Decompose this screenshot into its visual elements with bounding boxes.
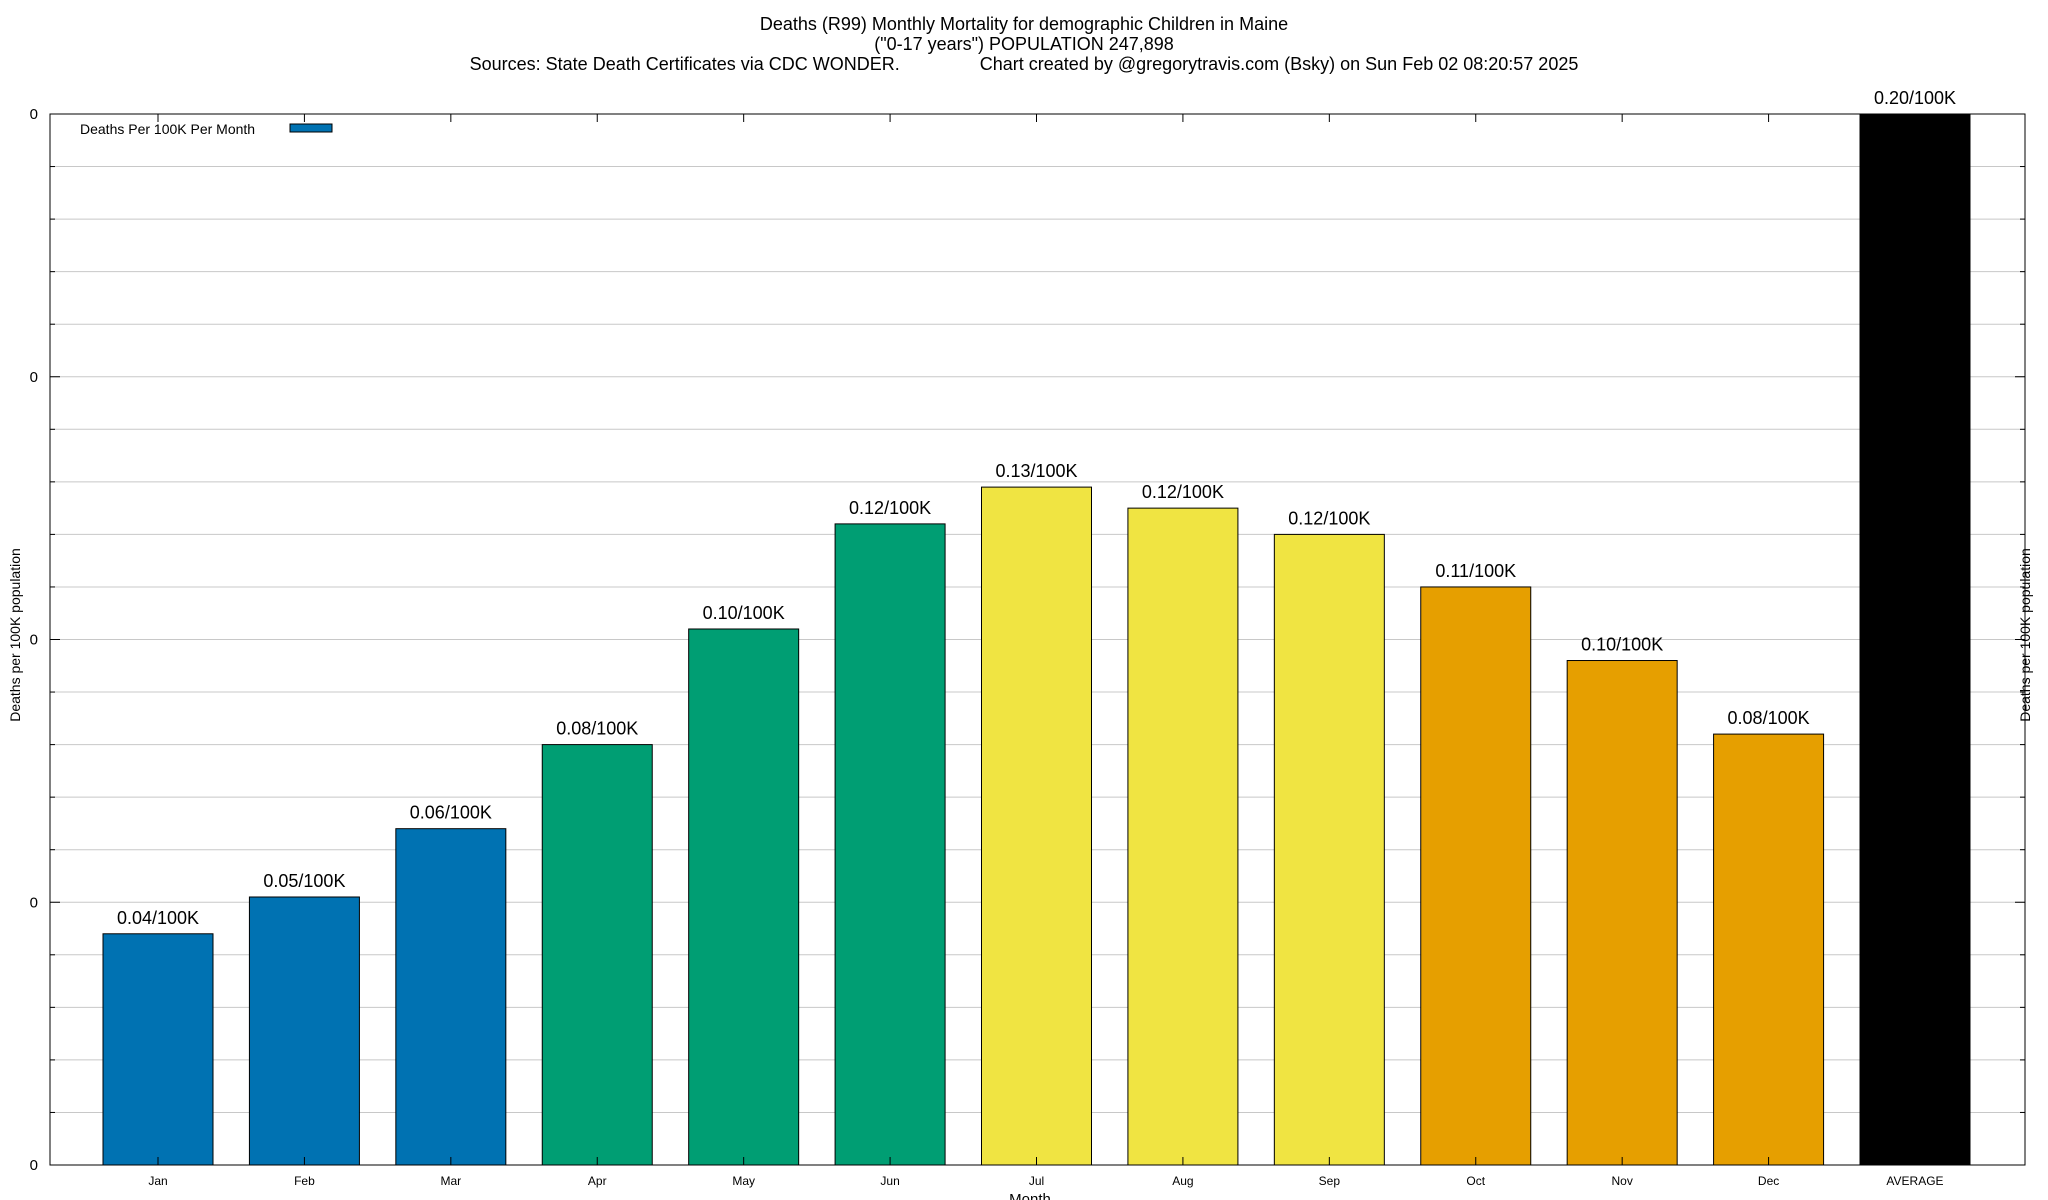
bar-apr <box>541 744 653 1166</box>
y-tick-label: 0 <box>30 1157 38 1174</box>
y-tick-label: 0 <box>30 894 38 911</box>
bar-mar <box>395 828 507 1166</box>
data-label: 0.04/100K <box>117 908 199 928</box>
bar-aug <box>1127 507 1239 1166</box>
x-tick-label: Sep <box>1319 1174 1341 1188</box>
bar-jun <box>834 523 946 1166</box>
data-label: 0.12/100K <box>1288 508 1370 528</box>
chart-title: Deaths (R99) Monthly Mortality for demog… <box>759 14 1289 34</box>
y-tick-label: 0 <box>30 632 38 649</box>
x-tick-label: Jul <box>1029 1174 1044 1188</box>
chart-sources: Sources: State Death Certificates via CD… <box>469 54 1579 74</box>
bar-may <box>688 628 800 1166</box>
data-label: 0.11/100K <box>1435 561 1516 581</box>
axes: 0 0 0 0 0 Jan Feb Mar Apr May Jun Jul Aug Sep Oct Nov De… <box>30 106 2026 1188</box>
data-label: 0.10/100K <box>1581 635 1663 655</box>
y-tick-label: 0 <box>30 106 38 123</box>
data-label: 0.08/100K <box>556 719 638 739</box>
x-tick-label: Jun <box>880 1174 899 1188</box>
x-tick-label: Mar <box>440 1174 461 1188</box>
x-tick-label: May <box>732 1174 755 1188</box>
bars <box>102 113 1971 1166</box>
legend-swatch <box>289 123 333 133</box>
legend-label: Deaths Per 100K Per Month <box>80 121 255 137</box>
x-tick-label: Aug <box>1172 1174 1193 1188</box>
x-tick-label: AVERAGE <box>1886 1174 1943 1188</box>
data-label: 0.05/100K <box>263 871 345 891</box>
data-label: 0.08/100K <box>1728 708 1810 728</box>
x-tick-label: Feb <box>294 1174 315 1188</box>
bar-nov <box>1566 660 1678 1166</box>
bar-feb <box>248 896 360 1166</box>
data-labels: 0.04/100K 0.05/100K 0.06/100K 0.08/100K 0.10… <box>117 88 1956 928</box>
bar-oct <box>1420 586 1532 1166</box>
y2-axis-label: Deaths per 100K population <box>2017 548 2033 722</box>
data-label: 0.13/100K <box>995 461 1077 481</box>
x-axis-label: Month <box>1009 1191 1051 1200</box>
y-axis-label: Deaths per 100K population <box>7 548 23 722</box>
bar-jan <box>102 933 214 1166</box>
x-tick-label: Apr <box>588 1174 607 1188</box>
x-tick-label: Jan <box>148 1174 167 1188</box>
data-label: 0.06/100K <box>410 803 492 823</box>
legend: Deaths Per 100K Per Month <box>80 121 333 137</box>
x-tick-label: Oct <box>1466 1174 1485 1188</box>
bar-sep <box>1273 533 1385 1166</box>
data-label: 0.12/100K <box>849 498 931 518</box>
bar-dec <box>1713 733 1825 1166</box>
bar-average <box>1859 113 1971 1166</box>
chart-subtitle: ("0-17 years") POPULATION 247,898 <box>874 34 1174 54</box>
data-label: 0.10/100K <box>703 603 785 623</box>
data-label: 0.20/100K <box>1874 88 1956 108</box>
x-tick-label: Dec <box>1758 1174 1779 1188</box>
y-tick-label: 0 <box>30 369 38 386</box>
bar-jul <box>981 486 1092 1166</box>
x-tick-label: Nov <box>1611 1174 1632 1188</box>
data-label: 0.12/100K <box>1142 482 1224 502</box>
